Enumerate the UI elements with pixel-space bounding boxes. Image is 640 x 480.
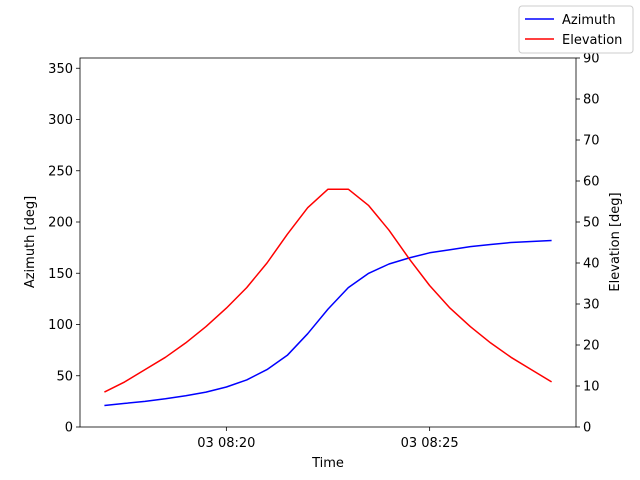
x-tick-label: 03 08:25 — [401, 436, 459, 451]
axes-frame — [79, 57, 577, 428]
y-right-tick-label: 20 — [583, 339, 600, 354]
y-right-tick-label: 50 — [583, 216, 600, 231]
y-right-tick-label: 10 — [583, 380, 600, 395]
y-right-tick-label: 90 — [583, 52, 600, 67]
y-left-tick-label: 350 — [48, 62, 73, 77]
y-axis-right-label: Elevation [deg] — [608, 192, 623, 291]
x-axis-label: Time — [311, 456, 344, 471]
y-right-tick-label: 30 — [583, 298, 600, 313]
plot-area — [104, 188, 552, 407]
y-right-tick-label: 80 — [583, 93, 600, 108]
x-tick-label: 03 08:20 — [197, 436, 255, 451]
legend: Azimuth Elevation — [518, 5, 634, 54]
y-axis-left-label: Azimuth [deg] — [23, 196, 38, 288]
y-right-tick-label: 40 — [583, 257, 600, 272]
axes-layer: 0 50 100 150 200 250 300 350 0 10 20 30 40 50 60 70 80 90… — [48, 52, 599, 452]
series-line-azimuth — [104, 239, 552, 407]
series-line-elevation — [104, 188, 552, 393]
legend-frame — [518, 5, 634, 54]
y-left-tick-label: 100 — [48, 318, 73, 333]
y-right-tick-label: 60 — [583, 175, 600, 190]
y-left-tick-label: 200 — [48, 216, 73, 231]
y-left-tick-label: 50 — [56, 369, 73, 384]
legend-label-elevation: Elevation — [562, 33, 622, 48]
y-right-tick-label: 70 — [583, 134, 600, 149]
legend-label-azimuth: Azimuth — [562, 13, 616, 28]
y-left-tick-label: 0 — [65, 421, 73, 436]
y-right-tick-label: 0 — [583, 421, 591, 436]
y-left-tick-label: 150 — [48, 267, 73, 282]
y-left-tick-label: 300 — [48, 113, 73, 128]
y-left-tick-label: 250 — [48, 164, 73, 179]
